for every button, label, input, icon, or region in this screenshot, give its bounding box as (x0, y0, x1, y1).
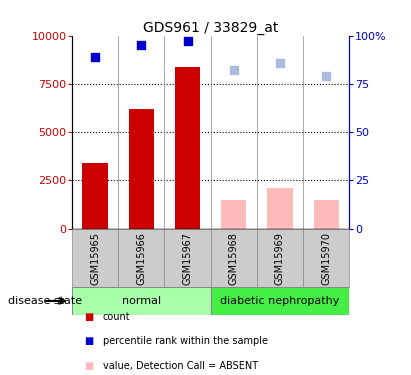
Point (277, 60, 283, 66)
Text: GSM15969: GSM15969 (275, 232, 285, 285)
Text: ■: ■ (84, 361, 94, 370)
Point (184, 38, 191, 44)
Text: normal: normal (122, 296, 161, 306)
Bar (257, 229, 303, 287)
Text: diabetic nephropathy: diabetic nephropathy (220, 296, 339, 306)
Title: GDS961 / 33829_at: GDS961 / 33829_at (143, 21, 278, 34)
Point (231, 68, 237, 74)
Bar (211, 287, 349, 315)
Bar (314, 200, 339, 229)
Bar (164, 229, 211, 287)
Text: ■: ■ (84, 336, 94, 346)
Text: percentile rank within the sample: percentile rank within the sample (103, 336, 268, 346)
Bar (221, 200, 247, 229)
Point (138, 42, 145, 48)
Text: GSM15968: GSM15968 (229, 232, 239, 285)
Bar (129, 109, 154, 229)
Bar (72, 229, 118, 287)
Bar (72, 287, 211, 315)
Text: value, Detection Call = ABSENT: value, Detection Call = ABSENT (103, 361, 258, 370)
Bar (175, 66, 200, 229)
Bar (211, 229, 257, 287)
Text: disease state: disease state (8, 296, 82, 306)
Bar (303, 229, 349, 287)
Text: GSM15966: GSM15966 (136, 232, 146, 285)
Point (323, 73, 330, 79)
Text: count: count (103, 312, 130, 322)
Bar (82, 163, 108, 229)
Point (92, 54, 98, 60)
Bar (267, 188, 293, 229)
Text: ■: ■ (84, 312, 94, 322)
Text: GSM15965: GSM15965 (90, 232, 100, 285)
Text: GSM15970: GSM15970 (321, 232, 331, 285)
Bar (118, 229, 164, 287)
Text: GSM15967: GSM15967 (182, 232, 192, 285)
